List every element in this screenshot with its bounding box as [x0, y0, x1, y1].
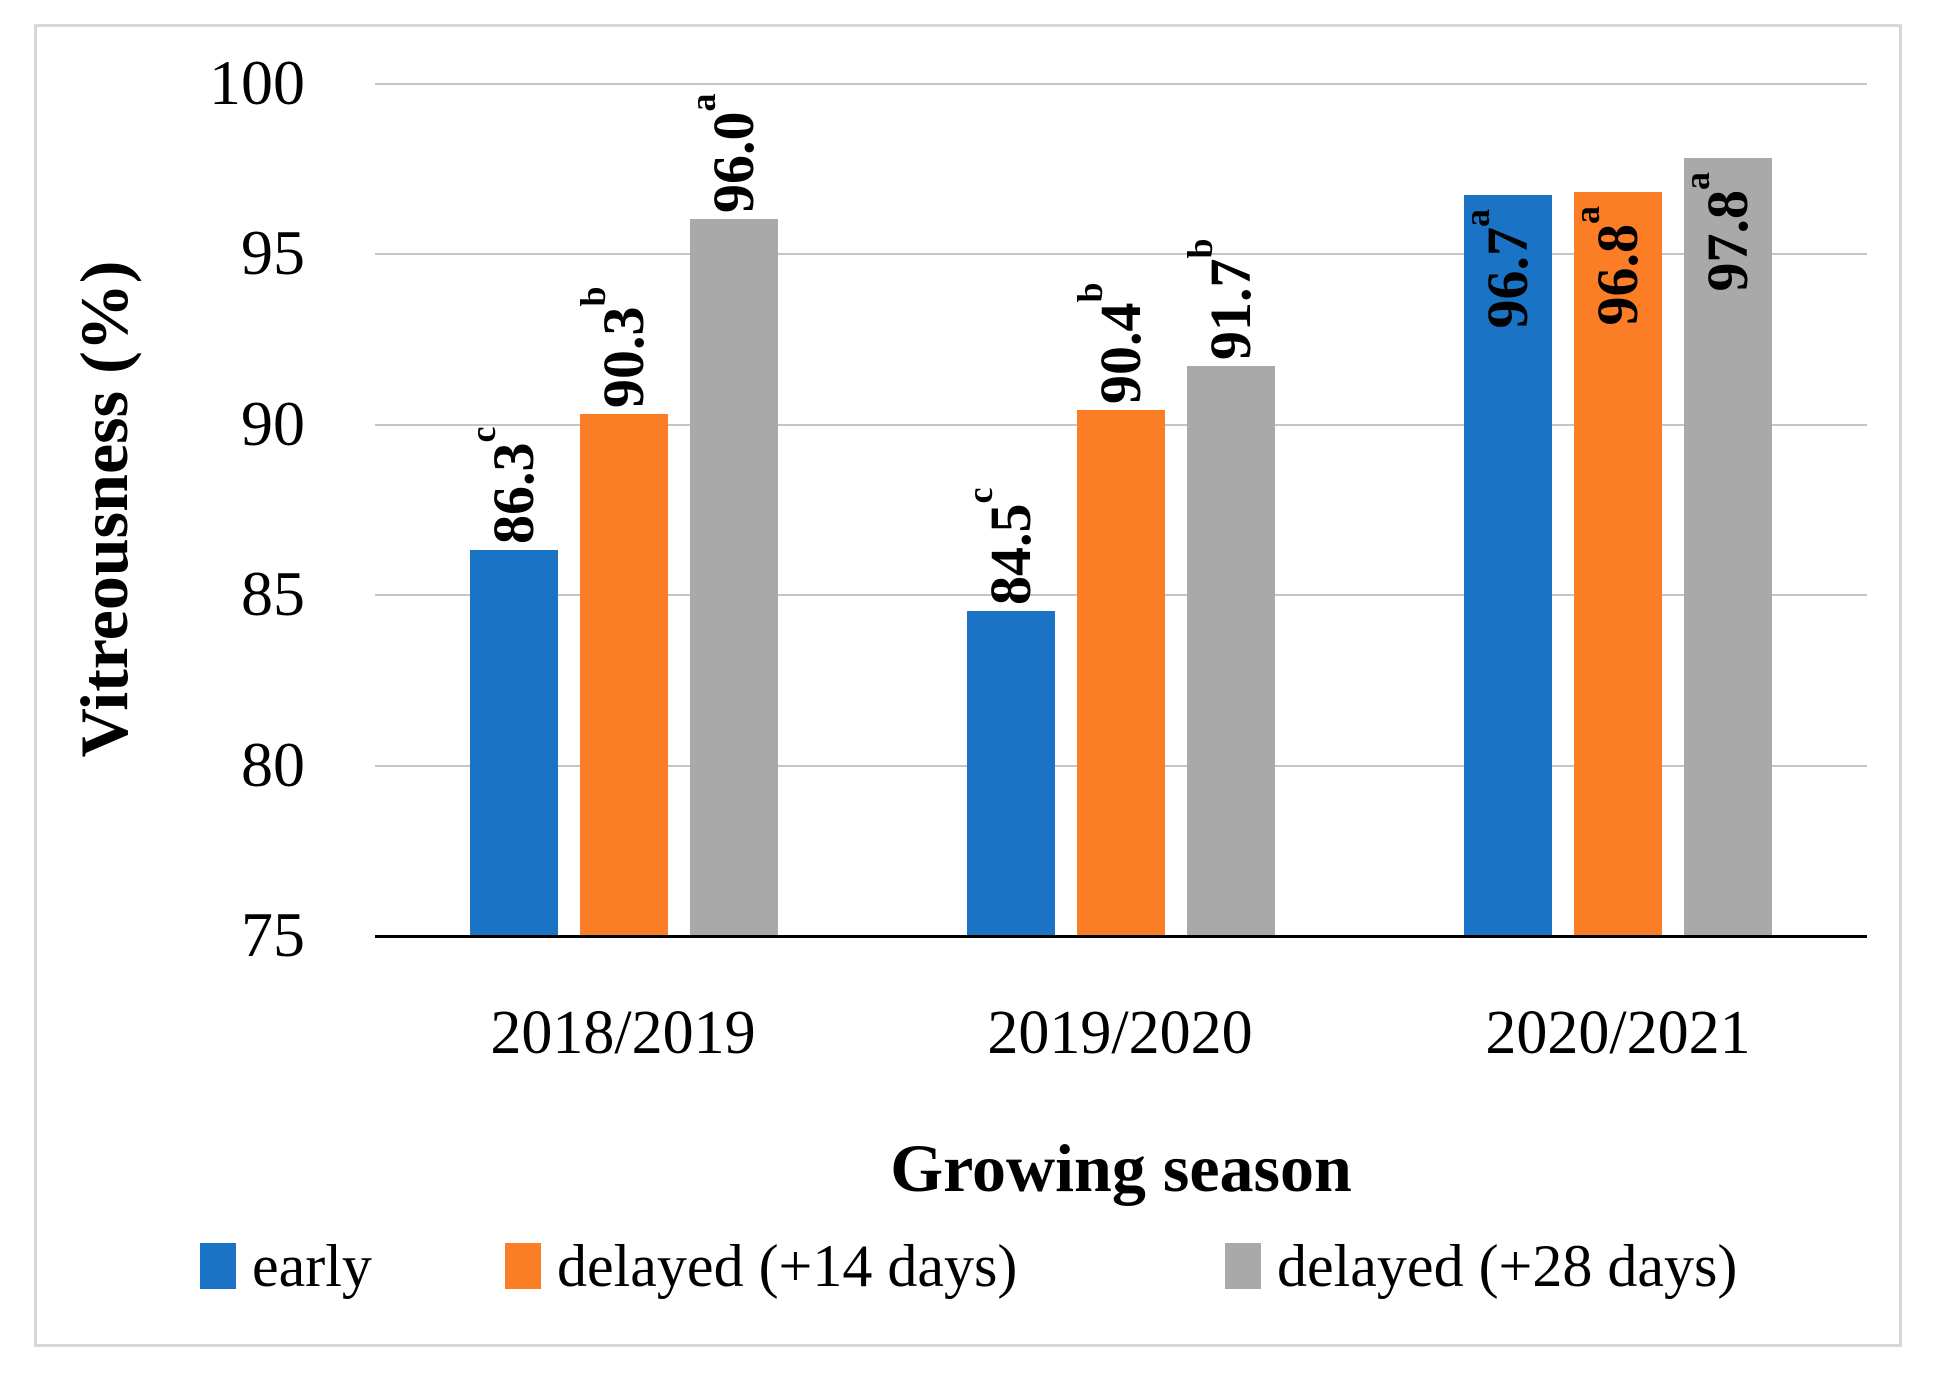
bar-delayed-2019-2020: 91.7b	[1180, 238, 1275, 935]
bar-delayed-2020-2021: 97.8a	[1676, 157, 1773, 935]
value-label-text: 97.8a	[1676, 171, 1761, 292]
x-axis-title: Growing season	[890, 1130, 1352, 1206]
gridline-100	[375, 83, 1867, 85]
significance-letter: b	[1179, 238, 1220, 259]
y-axis-title-text: Vitreousness (%)	[66, 260, 142, 758]
significance-letter: b	[572, 286, 613, 307]
legend-label: delayed (+14 days)	[557, 1233, 1018, 1299]
gridline-95	[375, 253, 1867, 256]
value-label: 84.5c	[959, 275, 1046, 606]
x-tick-2019-2020: 2019/2020	[987, 999, 1253, 1067]
value-label-text: 96.7a	[1456, 209, 1541, 329]
legend-label: delayed (+28 days)	[1277, 1233, 1738, 1299]
significance-letter: b	[1069, 282, 1110, 303]
bar-group-2018-2019: 86.3c 90.3b 96.0a	[375, 83, 872, 935]
bar-early-2019-2020: 84.5c	[960, 488, 1055, 935]
value-label: 86.3c	[462, 214, 549, 544]
y-tick-label-90: 90	[241, 387, 305, 459]
value-label-text: 90.4b	[1069, 282, 1153, 405]
y-tick-label-100: 100	[209, 47, 305, 118]
value-label: 96.7a	[1456, 209, 1543, 539]
x-tick-2018-2019: 2018/2019	[490, 999, 756, 1067]
y-tick-label-75: 75	[241, 899, 305, 970]
bar-early-2020-2021: 96.7a	[1456, 195, 1553, 935]
x-tick-2020-2021: 2020/2021	[1485, 999, 1751, 1067]
value-label-text: 84.5c	[959, 487, 1043, 606]
bar-delayed-2019-2020: 90.4b	[1070, 283, 1165, 935]
y-axis-title: Vitreousness (%)	[62, 204, 146, 814]
significance-letter: c	[959, 487, 1000, 504]
significance-letter: a	[682, 93, 723, 112]
legend-label: early	[252, 1233, 372, 1299]
bar-group-2020-2021: 96.7a 96.8a 97.8a	[1370, 83, 1867, 935]
value-label: 90.3b	[572, 78, 659, 408]
legend-item-delayed-28: delayed (+28 days)	[1225, 1233, 1738, 1299]
value-label: 90.4b	[1069, 74, 1156, 405]
bar-group-2019-2020: 84.5c 90.4b 91.7b	[872, 83, 1369, 935]
value-label-text: 90.3b	[572, 286, 656, 408]
significance-letter: a	[1566, 206, 1607, 225]
y-tick-label-95: 95	[241, 217, 305, 289]
legend-item-early: early	[200, 1233, 372, 1299]
y-tick-label-85: 85	[241, 558, 305, 630]
value-label-text: 86.3c	[462, 426, 546, 544]
plot-area: 86.3c 90.3b 96.0a 84.5c 90.4b 91.7b 96.7a 96.8a…	[375, 83, 1867, 938]
legend-swatch	[505, 1243, 541, 1289]
significance-letter: a	[1456, 209, 1497, 228]
significance-letter: a	[1676, 171, 1717, 190]
value-label: 96.8a	[1566, 206, 1653, 536]
y-tick-label-80: 80	[241, 728, 305, 800]
bar-delayed-2018-2019: 96.0a	[682, 94, 778, 935]
legend-item-delayed-14: delayed (+14 days)	[505, 1233, 1018, 1299]
value-label-text: 96.8a	[1566, 206, 1651, 326]
bar-delayed-2020-2021: 96.8a	[1566, 192, 1663, 935]
bar-early-2018-2019: 86.3c	[462, 426, 558, 935]
bar-groups: 86.3c 90.3b 96.0a 84.5c 90.4b 91.7b 96.7a 96.8a…	[375, 83, 1867, 935]
bar-delayed-2018-2019: 90.3b	[572, 286, 668, 935]
legend-swatch	[1225, 1243, 1261, 1289]
value-label: 97.8a	[1676, 171, 1763, 502]
significance-letter: c	[462, 426, 503, 443]
legend-swatch	[200, 1243, 236, 1289]
